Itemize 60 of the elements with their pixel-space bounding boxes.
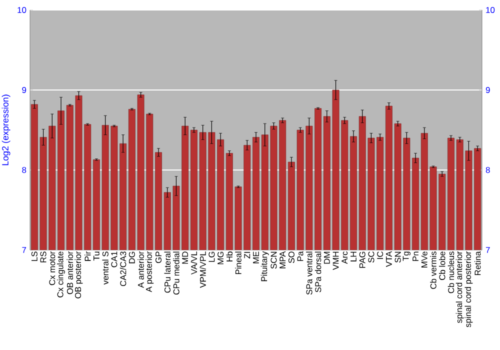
y2-tick-label: 10 <box>486 7 495 13</box>
y-tick-label: 8 <box>22 167 26 173</box>
x-tick-label: Tg <box>402 252 410 261</box>
x-tick-label: spinal cord anterior <box>456 251 464 323</box>
x-tick-label: ME <box>253 252 259 264</box>
x-tick-label: VA/VL <box>190 251 198 275</box>
y2-tick-label: 7 <box>486 247 490 253</box>
x-tick-label: SCN <box>270 252 277 269</box>
x-tick-label: LH <box>350 252 356 262</box>
x-tick-label: VTA <box>386 251 392 268</box>
x-tick-label: CA2/CA3 <box>120 252 126 286</box>
x-tick-label: MPA <box>280 251 286 268</box>
x-tick-label: spinal cord posterior <box>464 251 473 328</box>
y-tick-label: 7 <box>22 247 26 253</box>
x-tick-label: DG <box>128 252 135 264</box>
x-tick-label: Hb <box>226 252 233 262</box>
x-tick-label: Pineal <box>235 252 242 274</box>
x-tick-label: Pituitary <box>260 251 269 282</box>
x-tick-label: CPu lateral <box>164 252 170 293</box>
x-tick-label: CA1 <box>111 252 118 268</box>
x-tick-label: Tu <box>94 252 100 261</box>
x-tick-label: RS <box>40 252 46 262</box>
x-tick-label: SC <box>368 252 374 263</box>
x-tick-label: GP <box>156 252 162 264</box>
x-tick-label: Pn <box>412 252 418 261</box>
y2-tick-label: 8 <box>486 167 490 173</box>
x-tick-label: PAG <box>359 252 366 268</box>
x-tick-label: A anterior <box>138 251 144 288</box>
y-axis-title: Log2 (expression) <box>2 94 10 166</box>
x-tick-label: VMH <box>332 252 339 270</box>
x-tick-label: OB posterior <box>74 251 83 298</box>
x-tick-label: Retina <box>474 251 481 275</box>
x-tick-label: A posterior <box>146 251 154 292</box>
x-tick-label: Cb lobe <box>439 252 446 280</box>
x-tick-label: ventral S <box>102 252 108 285</box>
x-tick-label: Pa <box>297 251 304 261</box>
x-tick-label: Pir <box>84 251 91 261</box>
x-tick-label: OB anterior <box>66 251 73 294</box>
x-tick-label: SPa ventral <box>306 252 312 295</box>
y-tick-label: 10 <box>18 7 26 13</box>
x-tick-label: MG <box>218 252 224 264</box>
x-tick-label: SPa dorsal <box>314 252 322 292</box>
x-tick-label: DM <box>324 252 330 264</box>
x-tick-label: ZI <box>244 252 250 258</box>
y2-tick-label: 9 <box>486 87 490 93</box>
x-tick-label: Cx cingulate <box>57 252 65 298</box>
x-tick-label: LG <box>208 252 215 262</box>
x-tick-label: MVe <box>421 252 428 268</box>
x-tick-label: SO <box>288 252 294 264</box>
x-tick-label: VPM/VPL <box>200 251 206 288</box>
x-tick-label: LS <box>31 252 38 261</box>
x-tick-label: CPu medial <box>173 252 180 295</box>
x-tick-label: MD <box>182 252 188 264</box>
y-tick-label: 9 <box>22 87 26 93</box>
x-tick-label: IC <box>377 252 384 259</box>
x-tick-label: Cb nucleus <box>448 252 454 294</box>
x-tick-label: Cb vermis <box>430 252 436 289</box>
x-tick-label: SN <box>394 252 401 263</box>
x-tick-label: Arc <box>342 251 348 264</box>
x-tick-label: Cx motor <box>49 251 56 286</box>
